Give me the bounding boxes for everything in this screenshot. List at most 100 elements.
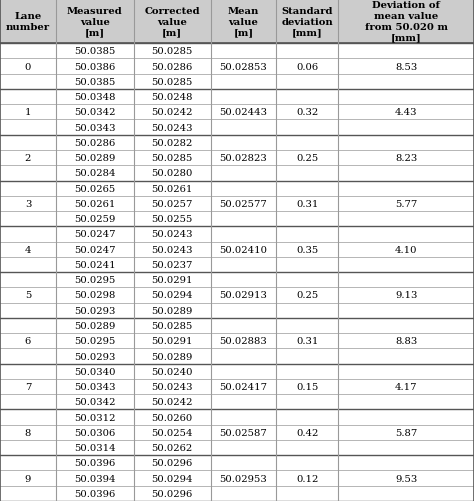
Bar (134, 90, 211, 105)
Text: 4.10: 4.10 (395, 245, 418, 254)
Bar (0, 59, 56, 75)
Bar (134, 211, 211, 227)
Bar (276, 242, 338, 258)
Text: 50.0342: 50.0342 (74, 108, 116, 117)
Bar (0, 242, 56, 258)
Text: 50.0295: 50.0295 (74, 337, 116, 346)
Text: 50.0243: 50.0243 (152, 382, 193, 391)
Text: 50.0385: 50.0385 (74, 78, 116, 87)
Text: 50.0343: 50.0343 (74, 382, 116, 391)
Text: 5.87: 5.87 (395, 428, 417, 437)
Bar (134, 334, 211, 349)
Bar (56, 181, 134, 196)
Text: 50.02853: 50.02853 (219, 63, 267, 72)
Bar (56, 273, 134, 288)
Bar (0, 470, 56, 486)
Bar (211, 258, 276, 273)
Bar (338, 105, 474, 120)
Text: Measured
value
[m]: Measured value [m] (67, 7, 123, 37)
Bar (134, 440, 211, 455)
Text: 0.42: 0.42 (296, 428, 319, 437)
Bar (0, 258, 56, 273)
Bar (56, 394, 134, 410)
Bar (134, 394, 211, 410)
Bar (276, 258, 338, 273)
Bar (0, 486, 56, 501)
Bar (338, 242, 474, 258)
Bar (56, 288, 134, 303)
Bar (338, 196, 474, 211)
Bar (338, 288, 474, 303)
Bar (134, 364, 211, 379)
Bar (56, 303, 134, 318)
Bar (211, 181, 276, 196)
Text: 50.0348: 50.0348 (74, 93, 116, 102)
Text: 50.0289: 50.0289 (152, 306, 193, 315)
Text: 50.0286: 50.0286 (74, 139, 116, 148)
Text: 50.0280: 50.0280 (152, 169, 193, 178)
Bar (134, 120, 211, 135)
Text: 50.02410: 50.02410 (219, 245, 267, 254)
Text: 0.15: 0.15 (296, 382, 319, 391)
Text: 50.0242: 50.0242 (152, 108, 193, 117)
Text: 50.0285: 50.0285 (152, 321, 193, 330)
Bar (134, 410, 211, 425)
Bar (134, 258, 211, 273)
Text: 50.0289: 50.0289 (74, 154, 116, 163)
Text: 50.0295: 50.0295 (74, 276, 116, 285)
Bar (56, 379, 134, 394)
Bar (338, 334, 474, 349)
Bar (0, 211, 56, 227)
Bar (56, 455, 134, 470)
Text: 7: 7 (25, 382, 31, 391)
Text: 0.35: 0.35 (296, 245, 318, 254)
Bar (0, 318, 56, 334)
Text: 50.02443: 50.02443 (219, 108, 267, 117)
Bar (211, 227, 276, 242)
Text: 9: 9 (25, 473, 31, 482)
Bar (338, 227, 474, 242)
Bar (276, 151, 338, 166)
Bar (338, 364, 474, 379)
Bar (56, 196, 134, 211)
Bar (338, 486, 474, 501)
Text: 50.0255: 50.0255 (152, 215, 193, 224)
Bar (276, 120, 338, 135)
Bar (276, 90, 338, 105)
Text: 50.0261: 50.0261 (74, 199, 116, 208)
Bar (134, 151, 211, 166)
Bar (56, 410, 134, 425)
Bar (0, 75, 56, 90)
Bar (338, 59, 474, 75)
Bar (134, 105, 211, 120)
Bar (276, 288, 338, 303)
Bar (211, 44, 276, 59)
Bar (211, 90, 276, 105)
Bar (0, 349, 56, 364)
Bar (338, 151, 474, 166)
Bar (276, 349, 338, 364)
Bar (211, 135, 276, 151)
Bar (211, 151, 276, 166)
Bar (0, 44, 56, 59)
Text: 50.0247: 50.0247 (74, 245, 116, 254)
Bar (211, 288, 276, 303)
Text: 50.0260: 50.0260 (152, 413, 193, 422)
Bar (211, 334, 276, 349)
Bar (338, 90, 474, 105)
Bar (134, 196, 211, 211)
Text: 50.0284: 50.0284 (74, 169, 116, 178)
Bar (338, 273, 474, 288)
Bar (56, 151, 134, 166)
Text: 50.0254: 50.0254 (152, 428, 193, 437)
Bar (338, 455, 474, 470)
Bar (56, 0, 134, 44)
Text: Standard
deviation
[mm]: Standard deviation [mm] (281, 7, 333, 37)
Bar (276, 394, 338, 410)
Bar (0, 105, 56, 120)
Bar (134, 379, 211, 394)
Text: 50.0314: 50.0314 (74, 443, 116, 452)
Bar (0, 303, 56, 318)
Bar (0, 334, 56, 349)
Text: 50.0243: 50.0243 (152, 245, 193, 254)
